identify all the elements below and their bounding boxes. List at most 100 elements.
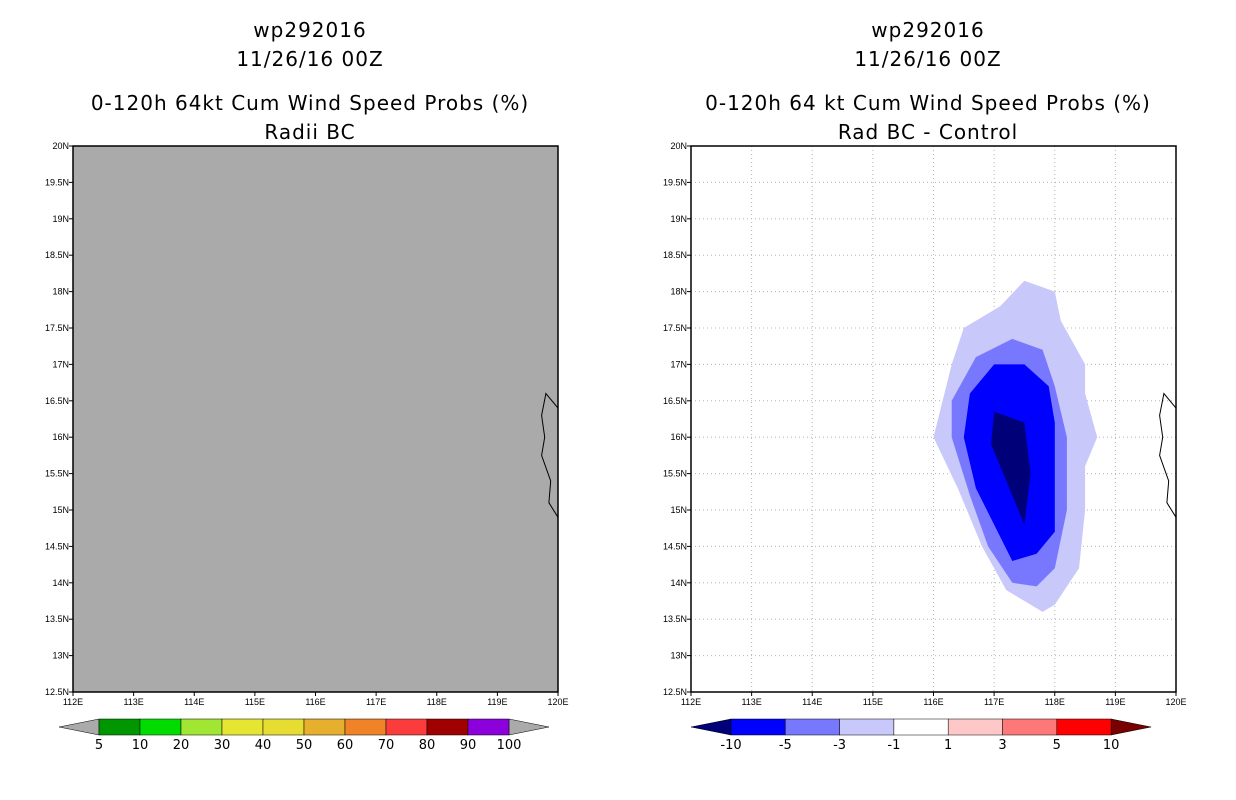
y-tick-label: 14.5N	[663, 541, 687, 551]
y-tick-label: 12.5N	[45, 687, 69, 697]
colorbar-swatch-7	[385, 718, 428, 736]
colorbar-swatch-6	[344, 718, 387, 736]
colorbar-swatch-2	[839, 718, 895, 736]
colorbar-label: 100	[497, 738, 522, 753]
y-tick-label: 15.5N	[45, 469, 69, 479]
plot-area	[73, 146, 558, 692]
colorbar-swatch-5	[303, 718, 346, 736]
colorbar-label: 30	[214, 738, 231, 753]
colorbar-label: -5	[779, 738, 792, 753]
coastline	[1159, 392, 1177, 518]
y-tick-label: 16N	[670, 432, 687, 442]
y-tick-label: 19.5N	[45, 177, 69, 187]
y-tick-label: 17N	[52, 359, 69, 369]
y-tick-label: 19N	[52, 214, 69, 224]
colorbar-swatch-3	[221, 718, 264, 736]
x-tick-label: 119E	[487, 697, 507, 707]
x-tick-label: 114E	[184, 697, 204, 707]
colorbar-low-end	[690, 718, 732, 736]
colorbar-swatch-4	[947, 718, 1003, 736]
chart-title-line-4: Rad BC - Control	[838, 120, 1018, 144]
colorbar-swatch-8	[426, 718, 469, 736]
colorbar-label: 20	[173, 738, 190, 753]
colorbar-swatch-6	[1056, 718, 1112, 736]
y-tick-label: 18.5N	[45, 250, 69, 260]
colorbar-label: -1	[887, 738, 900, 753]
y-tick-label: 19.5N	[663, 177, 687, 187]
y-tick-label: 13N	[670, 651, 687, 661]
y-tick-label: 14N	[670, 578, 687, 588]
y-tick-label: 17.5N	[45, 323, 69, 333]
colorbar-label: 5	[95, 738, 103, 753]
colorbar-swatch-5	[1002, 718, 1058, 736]
y-tick-label: 18.5N	[663, 250, 687, 260]
y-tick-label: 13.5N	[45, 614, 69, 624]
chart-title-line-2: 11/26/16 00Z	[854, 47, 1001, 71]
y-tick-label: 14.5N	[45, 541, 69, 551]
colorbar-swatch-2	[180, 718, 223, 736]
x-tick-label: 115E	[245, 697, 265, 707]
x-tick-label: 117E	[366, 697, 386, 707]
colorbar-label: -3	[833, 738, 846, 753]
coastline	[541, 392, 559, 518]
panel-left: wp292016 11/26/16 00Z 0-120h 64kt Cum Wind…	[45, 18, 569, 753]
colorbar-label: 3	[998, 738, 1006, 753]
colorbar-label: 90	[460, 738, 477, 753]
y-tick-label: 13.5N	[663, 614, 687, 624]
x-tick-label: 112E	[681, 697, 701, 707]
x-tick-label: 113E	[123, 697, 143, 707]
colorbar-label: 70	[378, 738, 395, 753]
y-tick-label: 15N	[52, 505, 69, 515]
x-tick-label: 118E	[427, 697, 447, 707]
chart-title-line-1: wp292016	[253, 18, 366, 42]
colorbar-swatch-3	[893, 718, 949, 736]
chart-title-line-3: 0-120h 64kt Cum Wind Speed Probs (%)	[91, 91, 529, 115]
chart-title-line-4: Radii BC	[264, 120, 355, 144]
colorbar-label: 60	[337, 738, 354, 753]
x-tick-label: 116E	[923, 697, 943, 707]
colorbar-label: 5	[1053, 738, 1061, 753]
chart-title-line-1: wp292016	[871, 18, 984, 42]
y-tick-label: 16.5N	[45, 396, 69, 406]
y-tick-label: 17.5N	[663, 323, 687, 333]
y-tick-label: 15.5N	[663, 469, 687, 479]
colorbar-swatch-4	[262, 718, 305, 736]
colorbar-label: 40	[255, 738, 272, 753]
y-tick-label: 16N	[52, 432, 69, 442]
y-tick-label: 12.5N	[663, 687, 687, 697]
panel-right: wp292016 11/26/16 00Z 0-120h 64 kt Cum Win…	[663, 18, 1187, 753]
contour-3	[991, 411, 1031, 525]
x-tick-label: 118E	[1045, 697, 1065, 707]
y-tick-label: 15N	[670, 505, 687, 515]
colorbar-label: -10	[720, 738, 741, 753]
x-tick-label: 117E	[984, 697, 1004, 707]
colorbar-label: 1	[944, 738, 952, 753]
y-tick-label: 19N	[670, 214, 687, 224]
colorbar-high-end	[508, 718, 550, 736]
colorbar-low-end	[58, 718, 100, 736]
y-tick-label: 18N	[52, 287, 69, 297]
colorbar-swatch-0	[98, 718, 141, 736]
x-tick-label: 116E	[305, 697, 325, 707]
colorbar-swatch-0	[730, 718, 786, 736]
colorbar-swatch-9	[467, 718, 510, 736]
colorbar-label: 80	[419, 738, 436, 753]
x-tick-label: 112E	[63, 697, 83, 707]
colorbar-label: 10	[1103, 738, 1120, 753]
y-tick-label: 20N	[52, 141, 69, 151]
y-tick-label: 20N	[670, 141, 687, 151]
x-tick-label: 114E	[802, 697, 822, 707]
x-tick-label: 120E	[1165, 697, 1186, 707]
x-tick-label: 113E	[741, 697, 761, 707]
x-tick-label: 115E	[863, 697, 883, 707]
colorbar-label: 50	[296, 738, 313, 753]
y-tick-label: 14N	[52, 578, 69, 588]
x-tick-label: 119E	[1105, 697, 1125, 707]
chart-title-line-3: 0-120h 64 kt Cum Wind Speed Probs (%)	[705, 91, 1151, 115]
colorbar-swatch-1	[139, 718, 182, 736]
y-tick-label: 13N	[52, 651, 69, 661]
colorbar-high-end	[1110, 718, 1152, 736]
y-tick-label: 17N	[670, 359, 687, 369]
colorbar-label: 10	[132, 738, 149, 753]
x-tick-label: 120E	[547, 697, 568, 707]
